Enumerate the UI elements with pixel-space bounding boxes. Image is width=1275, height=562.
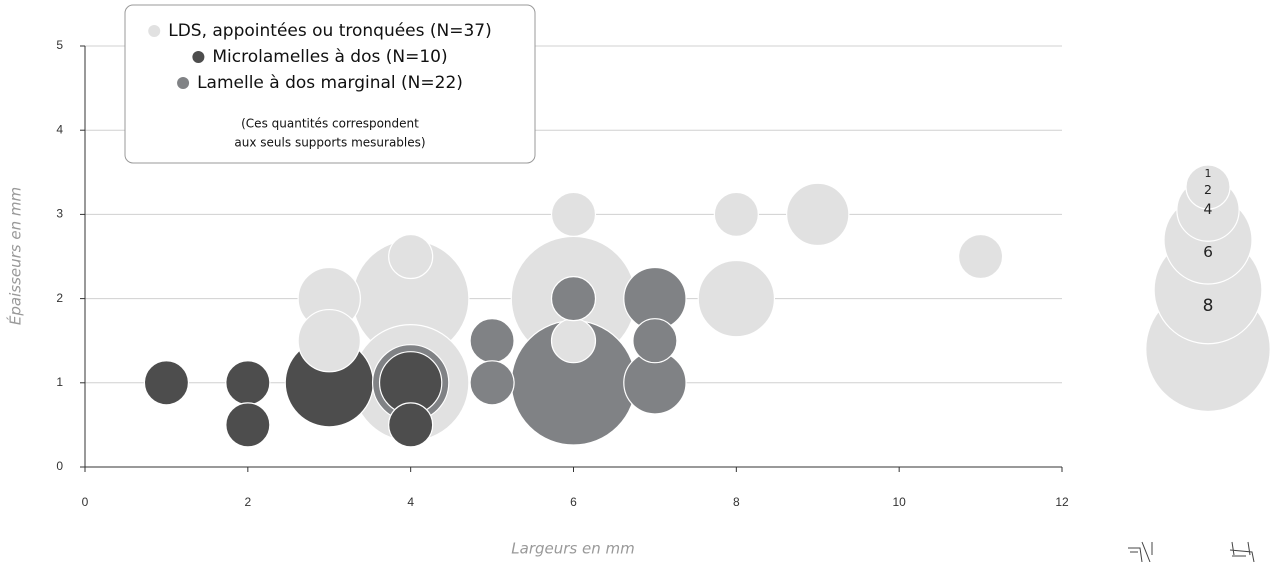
bubble	[786, 182, 850, 247]
bubble	[143, 360, 190, 406]
x-tick-label: 8	[733, 495, 740, 509]
legend-marker	[148, 25, 161, 37]
y-tick-label: 0	[56, 459, 63, 473]
legend-label: Microlamelles à dos (N=10)	[212, 47, 447, 67]
legend-marker	[177, 77, 190, 89]
y-tick-label: 2	[56, 291, 63, 305]
x-tick-label: 6	[570, 495, 577, 509]
legend-note: aux seuls supports mesurables)	[234, 136, 425, 150]
legend-box	[124, 4, 536, 164]
bubble	[957, 233, 1004, 280]
bubble	[550, 276, 597, 322]
x-tick-label: 12	[1055, 495, 1069, 509]
y-axis-title: Épaisseurs en mm	[6, 187, 25, 325]
size-legend-label: 4	[1204, 202, 1213, 218]
y-tick-label: 3	[56, 207, 63, 221]
x-axis-title: Largeurs en mm	[511, 540, 634, 558]
bubble	[469, 360, 515, 406]
bubble	[469, 318, 515, 364]
y-tick-label: 1	[56, 375, 63, 389]
bubble	[225, 402, 271, 448]
size-legend-circle	[1185, 164, 1231, 210]
legend-marker	[192, 51, 205, 63]
size-legend-label: 1	[1205, 167, 1212, 180]
bubble	[550, 191, 597, 237]
size-legend-label: 8	[1203, 296, 1214, 316]
bubble	[297, 308, 361, 373]
y-tick-label: 4	[56, 122, 63, 136]
bubble	[388, 402, 434, 448]
legend-label: LDS, appointées ou tronquées (N=37)	[168, 21, 492, 41]
x-tick-label: 4	[407, 495, 414, 509]
legend-label: Lamelle à dos marginal (N=22)	[197, 73, 463, 93]
x-tick-label: 2	[244, 495, 251, 509]
x-tick-label: 10	[892, 495, 906, 509]
legend-note: (Ces quantités correspondent	[241, 117, 419, 131]
bubble	[632, 318, 678, 364]
bubbles	[143, 182, 1004, 448]
size-legend-label: 2	[1204, 182, 1212, 197]
bubble	[225, 360, 271, 406]
size-legend-label: 6	[1203, 243, 1213, 261]
x-tick-label: 0	[82, 495, 89, 509]
bubble	[697, 259, 776, 338]
bubble	[713, 191, 759, 237]
bubble	[388, 233, 434, 280]
bubble	[550, 318, 597, 364]
y-tick-label: 5	[56, 38, 63, 52]
artefact-drawings	[1128, 541, 1255, 562]
